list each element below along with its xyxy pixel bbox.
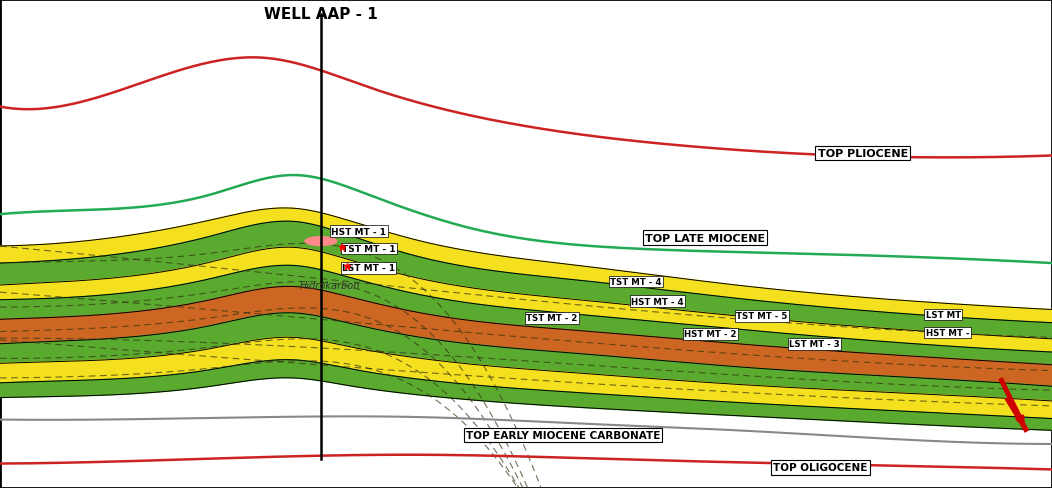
Text: HST MT - 1: HST MT - 1 — [331, 227, 386, 236]
Text: WELL AAP - 1: WELL AAP - 1 — [264, 7, 378, 22]
Text: Hidrokarbon: Hidrokarbon — [300, 281, 360, 290]
Text: HST MT - 4: HST MT - 4 — [631, 297, 684, 306]
Text: TST MT - 5: TST MT - 5 — [736, 312, 788, 321]
Text: TST MT - 2: TST MT - 2 — [526, 314, 578, 323]
Text: HST MT - 2: HST MT - 2 — [684, 330, 736, 339]
Text: TST MT - 1: TST MT - 1 — [342, 244, 396, 253]
Text: HST MT -: HST MT - — [926, 328, 969, 337]
Text: LST MT: LST MT — [926, 310, 960, 319]
Text: LST MT - 1: LST MT - 1 — [342, 264, 394, 273]
Text: LST MT - 3: LST MT - 3 — [789, 340, 839, 348]
Text: TOP EARLY MIOCENE CARBONATE: TOP EARLY MIOCENE CARBONATE — [466, 430, 660, 440]
Ellipse shape — [305, 237, 337, 246]
Text: TOP PLIOCENE: TOP PLIOCENE — [817, 149, 908, 159]
Text: TOP LATE MIOCENE: TOP LATE MIOCENE — [645, 233, 765, 243]
Text: TST MT - 4: TST MT - 4 — [610, 278, 662, 286]
Text: TOP OLIGOCENE: TOP OLIGOCENE — [773, 463, 868, 472]
